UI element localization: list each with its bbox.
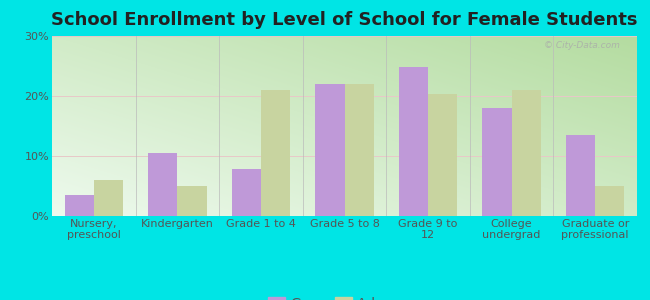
Bar (428, 94, 458, 216)
Legend: Guy, Arkansas: Guy, Arkansas (263, 291, 426, 300)
Bar (315, 84, 344, 216)
Title: School Enrollment by Level of School for Female Students: School Enrollment by Level of School for… (51, 11, 638, 29)
Bar (261, 90, 290, 216)
Bar (482, 108, 512, 216)
Bar (64, 195, 94, 216)
Bar (231, 169, 261, 216)
Bar (148, 153, 177, 216)
Bar (177, 186, 207, 216)
Text: © City-Data.com: © City-Data.com (543, 41, 619, 50)
Bar (94, 180, 123, 216)
Bar (566, 135, 595, 216)
Bar (399, 67, 428, 216)
Bar (344, 84, 374, 216)
Bar (595, 186, 625, 216)
Bar (512, 90, 541, 216)
